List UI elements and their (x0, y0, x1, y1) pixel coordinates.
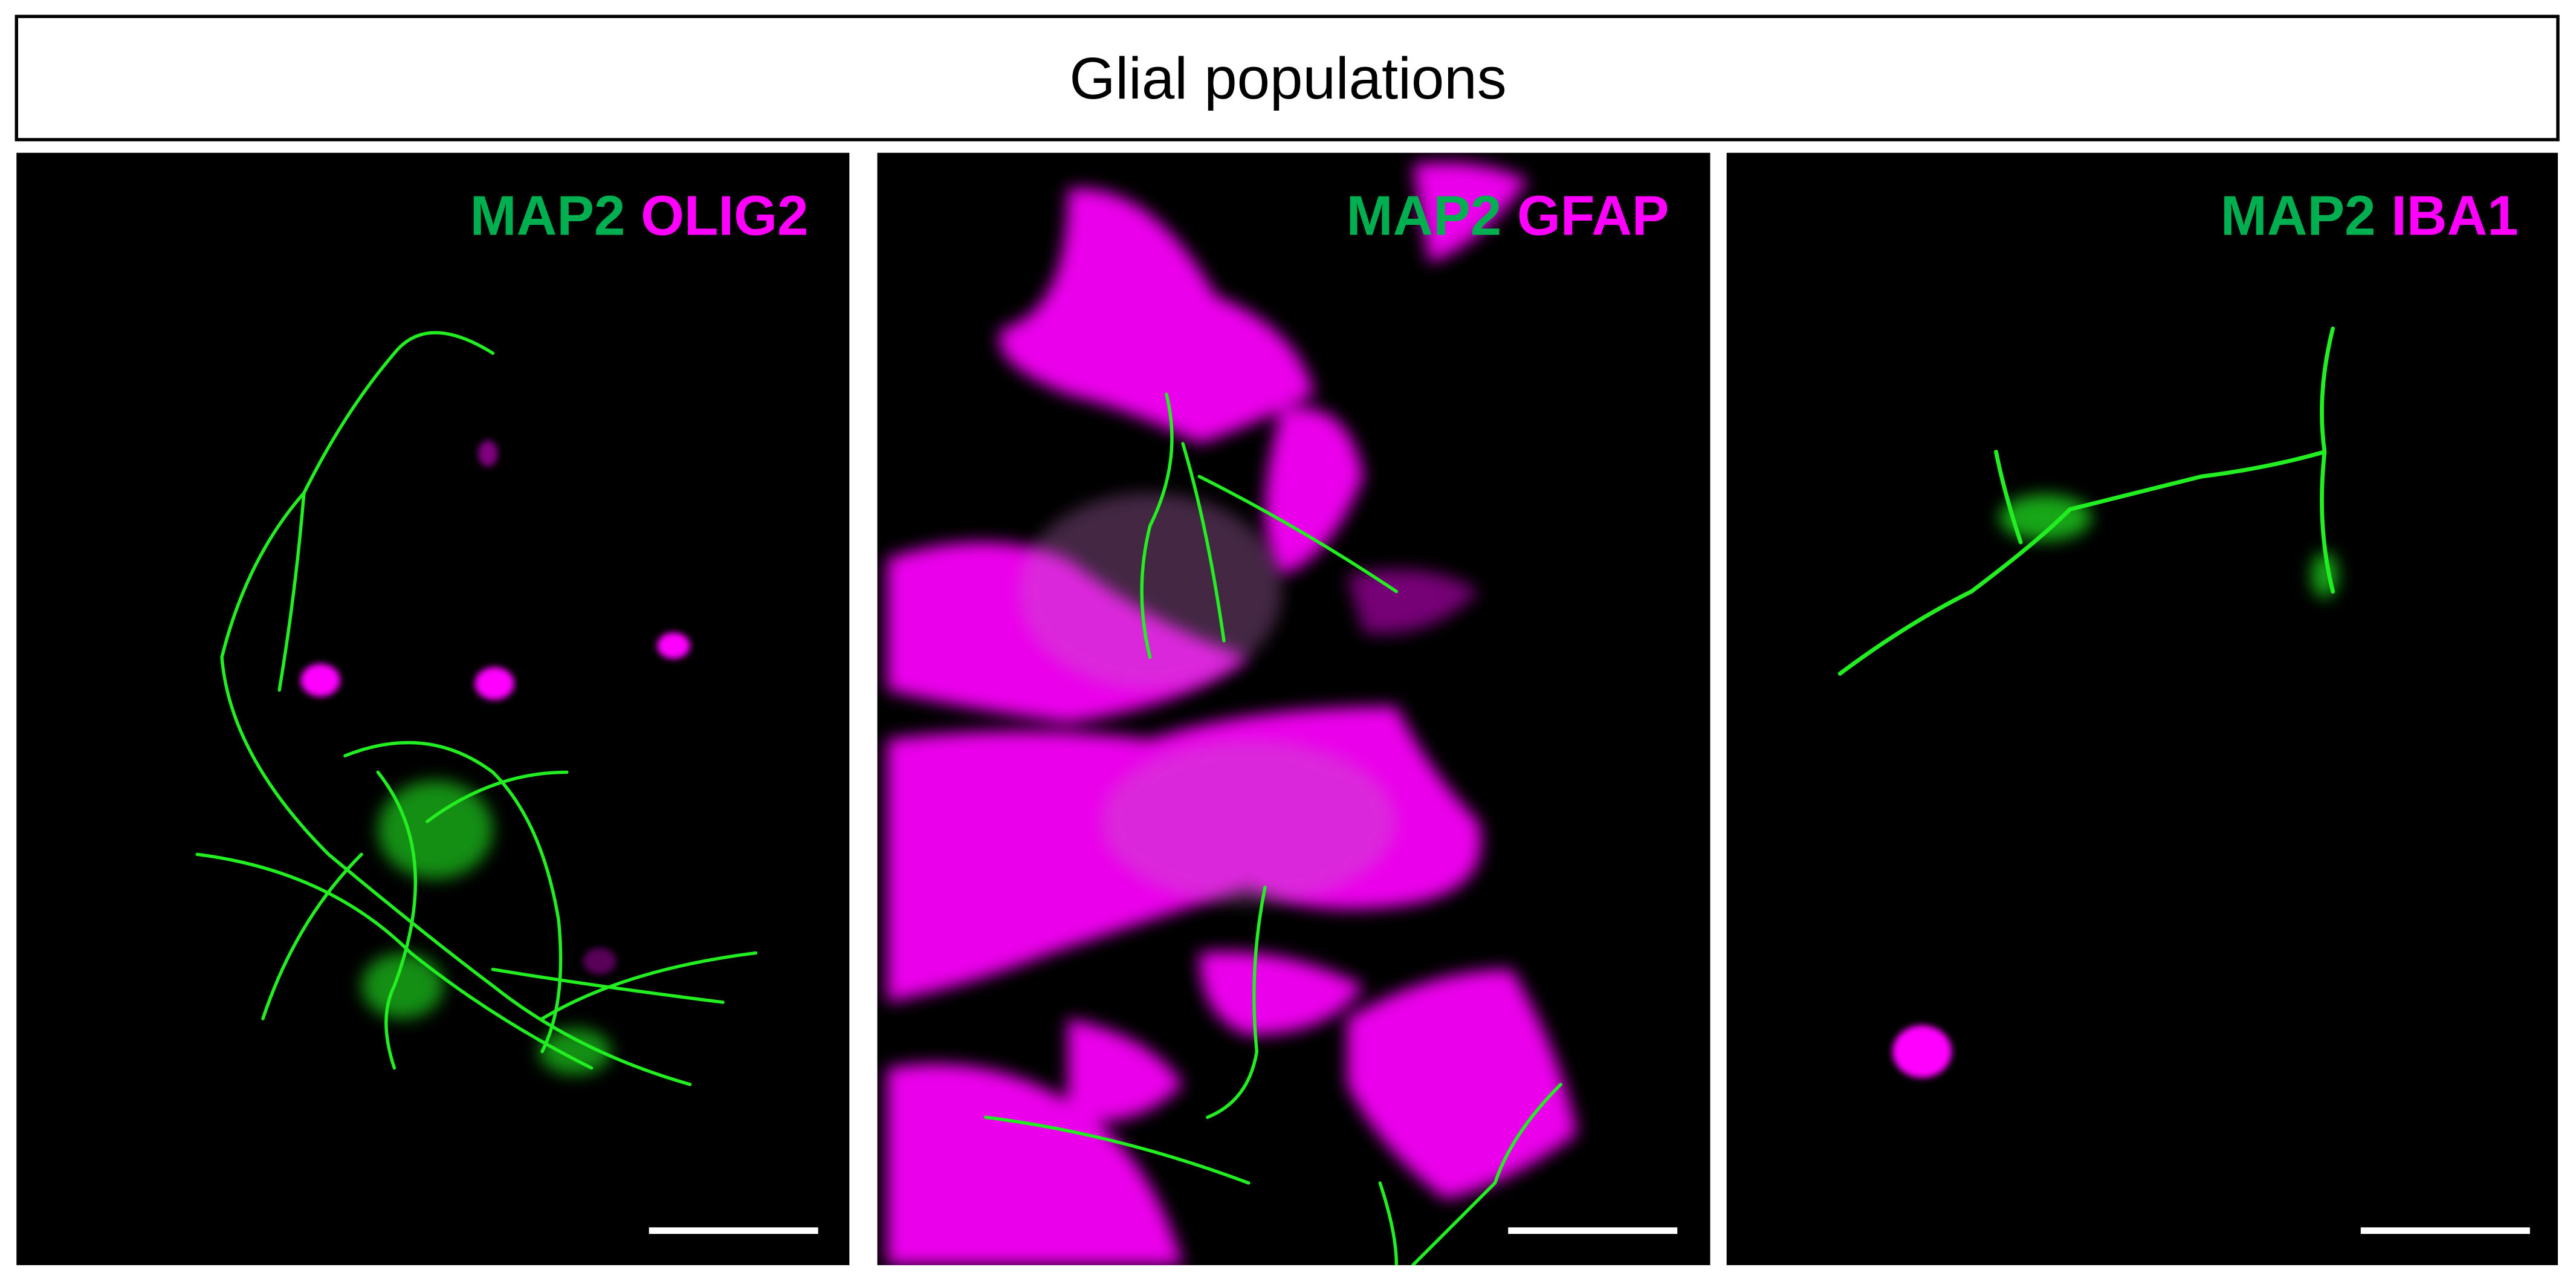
marker: IBA1 (2391, 184, 2519, 247)
panel: MAP2 IBA1 (1726, 152, 2558, 1265)
scale-bar (2360, 1227, 2530, 1234)
marker: MAP2 (470, 184, 626, 247)
micrograph (16, 152, 850, 1265)
cells (887, 162, 1578, 1265)
marker: GFAP (1517, 184, 1669, 247)
title: Glial populations (1069, 45, 1506, 111)
marker: MAP2 (2221, 184, 2376, 247)
scale-bar (649, 1227, 818, 1234)
channel-label: MAP2 OLIG2 (470, 184, 809, 247)
micrograph (1726, 152, 2558, 1265)
cells (1837, 326, 2338, 1078)
channel-label: MAP2 IBA1 (2221, 184, 2519, 247)
cells (195, 331, 758, 1086)
panel: MAP2 GFAP (877, 152, 1710, 1265)
marker: MAP2 (1347, 184, 1502, 247)
panel: MAP2 OLIG2 (16, 152, 850, 1265)
scale-bar (1508, 1227, 1678, 1234)
channel-label: MAP2 GFAP (1347, 184, 1669, 247)
title-box (15, 15, 2560, 141)
marker: OLIG2 (641, 184, 808, 247)
